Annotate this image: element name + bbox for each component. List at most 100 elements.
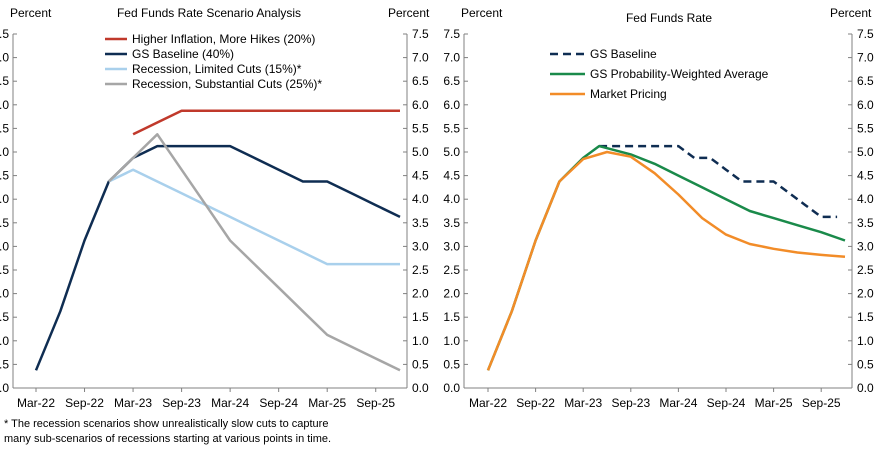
y-tick-label-right: 3.0 <box>412 239 429 253</box>
y-tick-label-right: 1.0 <box>857 334 874 348</box>
y-tick-label-left: 4.0 <box>0 192 9 206</box>
series-line-0 <box>132 109 400 136</box>
footnote: * The recession scenarios show unrealist… <box>4 417 444 447</box>
y-tick-label-left: 2.0 <box>443 287 460 301</box>
y-tick-label-left: 2.5 <box>443 263 460 277</box>
x-tick-label: Sep-23 <box>611 396 650 410</box>
x-tick-label: Mar-25 <box>755 396 793 410</box>
series-line-0 <box>599 144 838 219</box>
y-axis-label-right: Percent <box>830 6 872 20</box>
y-tick-label-right: 1.5 <box>857 310 874 324</box>
y-tick-label-right: 6.0 <box>857 98 874 112</box>
y-tick-label-left: 1.0 <box>443 334 460 348</box>
y-tick-label-left: 1.0 <box>0 334 9 348</box>
series-line-2 <box>486 150 846 371</box>
y-tick-label-left: 5.0 <box>0 145 9 159</box>
y-tick-label-left: 7.0 <box>443 51 460 65</box>
y-tick-label-right: 2.0 <box>412 287 429 301</box>
x-tick-label: Mar-23 <box>114 396 152 410</box>
y-tick-label-left: 6.5 <box>443 74 460 88</box>
y-tick-label-left: 0.0 <box>0 381 9 395</box>
y-tick-label-left: 5.5 <box>0 121 9 135</box>
x-tick-label: Mar-22 <box>17 396 55 410</box>
scenario-analysis-chart: Fed Funds Rate Scenario Analysis Percent P… <box>0 6 430 410</box>
y-tick-label-left: 4.0 <box>443 192 460 206</box>
x-tick-label: Sep-25 <box>356 396 395 410</box>
y-tick-label-left: 2.0 <box>0 287 9 301</box>
y-tick-label-right: 3.0 <box>857 239 874 253</box>
y-tick-label-right: 7.0 <box>412 51 429 65</box>
legend-label-2: Market Pricing <box>590 87 667 101</box>
x-tick-label: Mar-24 <box>211 396 249 410</box>
legend-label-0: Higher Inflation, More Hikes (20%) <box>132 32 315 46</box>
y-tick-label-right: 5.0 <box>412 145 429 159</box>
y-tick-label-right: 6.0 <box>412 98 429 112</box>
x-tick-label: Sep-24 <box>707 396 746 410</box>
y-tick-label-left: 0.5 <box>443 357 460 371</box>
y-tick-label-left: 3.5 <box>0 216 9 230</box>
y-axis-label-right: Percent <box>388 6 430 20</box>
x-tick-label: Sep-22 <box>516 396 555 410</box>
y-tick-label-right: 4.0 <box>412 192 429 206</box>
y-tick-label-right: 5.5 <box>857 121 874 135</box>
y-tick-label-left: 3.0 <box>0 239 9 253</box>
y-tick-label-left: 2.5 <box>0 263 9 277</box>
x-tick-label: Mar-22 <box>469 396 507 410</box>
chart-title: Fed Funds Rate Scenario Analysis <box>117 6 301 20</box>
y-tick-label-right: 6.5 <box>412 74 429 88</box>
x-tick-label: Sep-25 <box>802 396 841 410</box>
y-tick-label-left: 0.5 <box>0 357 9 371</box>
y-tick-label-left: 6.5 <box>0 74 9 88</box>
footnote-line-1: * The recession scenarios show unrealist… <box>4 418 329 430</box>
y-axis-label-left: Percent <box>461 6 503 20</box>
series-line-1 <box>486 144 846 371</box>
y-tick-label-left: 7.5 <box>443 27 460 41</box>
y-tick-label-right: 0.0 <box>412 381 429 395</box>
x-tick-label: Sep-24 <box>259 396 298 410</box>
y-tick-label-right: 3.5 <box>857 216 874 230</box>
fed-funds-rate-chart: Fed Funds Rate Percent Percent 0.0 0.0 0.5 0.5… <box>443 6 874 410</box>
y-tick-label-right: 7.0 <box>857 51 874 65</box>
legend-label-2: Recession, Limited Cuts (15%)* <box>132 62 302 76</box>
y-tick-label-right: 2.0 <box>857 287 874 301</box>
y-tick-label-left: 5.5 <box>443 121 460 135</box>
legend-label-1: GS Probability-Weighted Average <box>590 67 769 81</box>
y-tick-label-right: 4.5 <box>857 169 874 183</box>
y-tick-label-left: 7.5 <box>0 27 9 41</box>
legend-label-1: GS Baseline (40%) <box>132 47 234 61</box>
y-tick-label-left: 7.0 <box>0 51 9 65</box>
x-tick-label: Mar-24 <box>659 396 697 410</box>
y-tick-label-right: 4.0 <box>857 192 874 206</box>
y-tick-label-left: 4.5 <box>0 169 9 183</box>
y-tick-label-right: 1.0 <box>412 334 429 348</box>
y-tick-label-right: 7.5 <box>857 27 874 41</box>
series-line-1 <box>34 144 401 371</box>
y-tick-label-left: 0.0 <box>443 381 460 395</box>
legend-label-3: Recession, Substantial Cuts (25%)* <box>132 77 322 91</box>
legend-label-0: GS Baseline <box>590 47 657 61</box>
y-tick-label-left: 3.0 <box>443 239 460 253</box>
y-tick-label-right: 0.0 <box>857 381 874 395</box>
x-tick-label: Sep-23 <box>162 396 201 410</box>
x-tick-label: Sep-22 <box>65 396 104 410</box>
y-tick-label-left: 3.5 <box>443 216 460 230</box>
y-tick-label-left: 6.0 <box>443 98 460 112</box>
x-tick-label: Mar-23 <box>564 396 602 410</box>
y-tick-label-right: 1.5 <box>412 310 429 324</box>
x-tick-label: Mar-25 <box>308 396 346 410</box>
y-tick-label-left: 4.5 <box>443 169 460 183</box>
y-tick-label-right: 0.5 <box>857 357 874 371</box>
y-tick-label-right: 5.0 <box>857 145 874 159</box>
y-axis-label-left: Percent <box>10 6 52 20</box>
y-tick-label-right: 7.5 <box>412 27 429 41</box>
footnote-line-2: many sub-scenarios of recessions startin… <box>4 433 332 445</box>
y-tick-label-left: 5.0 <box>443 145 460 159</box>
chart-title: Fed Funds Rate <box>626 11 712 25</box>
y-tick-label-right: 2.5 <box>412 263 429 277</box>
y-tick-label-right: 5.5 <box>412 121 429 135</box>
y-tick-label-left: 1.5 <box>0 310 9 324</box>
y-tick-label-right: 4.5 <box>412 169 429 183</box>
y-tick-label-right: 2.5 <box>857 263 874 277</box>
y-tick-label-right: 6.5 <box>857 74 874 88</box>
series-line-3 <box>107 133 401 372</box>
